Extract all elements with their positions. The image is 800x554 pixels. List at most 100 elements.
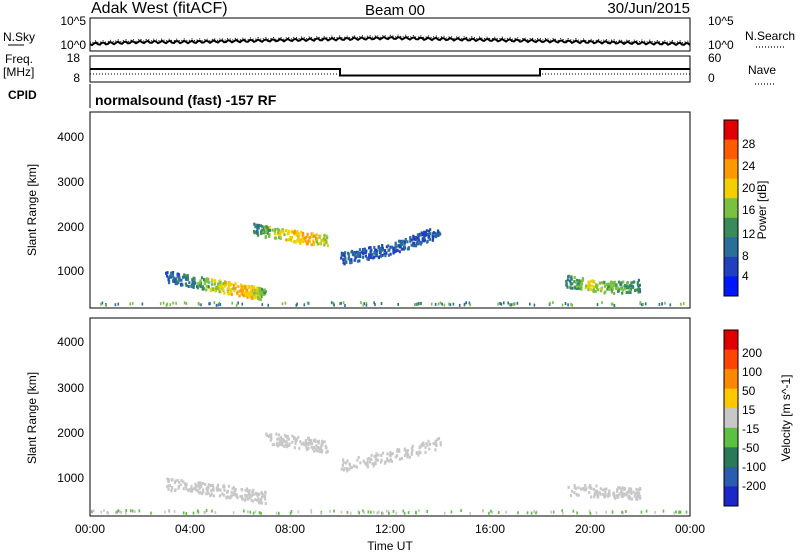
ground-echo [217, 303, 220, 307]
ground-echo [173, 509, 176, 513]
echo-point [260, 501, 264, 505]
echo-point [245, 494, 248, 498]
echo-point [435, 235, 438, 239]
echo-point [203, 282, 206, 286]
echo-point [300, 238, 303, 242]
echo-point [219, 279, 222, 283]
echo-point [569, 286, 572, 290]
echo-point [251, 491, 254, 495]
echo-point [613, 284, 616, 288]
echo-point [263, 291, 266, 295]
echo-point [432, 231, 435, 235]
echo-point [201, 285, 204, 289]
ground-echo [437, 302, 440, 306]
vel-cbar-tick-100: 100 [742, 365, 762, 379]
echo-point [570, 277, 573, 281]
echo-point [370, 453, 373, 457]
echo-point [403, 240, 407, 244]
echo-point [620, 281, 623, 285]
echo-point [258, 492, 261, 496]
echo-point [233, 491, 236, 495]
echo-point [432, 235, 435, 239]
echo-point [340, 467, 343, 471]
echo-point [621, 491, 624, 495]
echo-point [313, 449, 316, 453]
ground-echo [289, 511, 292, 515]
echo-point [306, 442, 309, 445]
echo-point [392, 247, 395, 251]
ground-echo [373, 301, 375, 305]
colorbar-segment [724, 388, 738, 409]
echo-point [593, 495, 596, 499]
echo-point [565, 282, 568, 286]
echo-point [305, 441, 308, 445]
ground-echo [185, 512, 188, 515]
ground-echo [662, 509, 665, 513]
echo-point [250, 285, 253, 289]
echo-point [280, 438, 284, 441]
echo-point [349, 258, 352, 262]
echo-point [353, 251, 356, 255]
echo-point [170, 271, 173, 275]
ground-echo [491, 510, 494, 514]
ground-echo [363, 302, 365, 306]
echo-point [310, 445, 313, 449]
echo-point [608, 489, 611, 493]
echo-point [341, 252, 345, 255]
ground-echo [182, 511, 185, 515]
echo-point [583, 488, 586, 492]
power-cbar-title: Power [dB] [755, 181, 769, 240]
echo-point [205, 277, 208, 281]
echo-point [414, 244, 417, 248]
ground-echo [517, 511, 519, 515]
power-ytick-3000: 3000 [57, 175, 84, 189]
echo-point [184, 282, 187, 286]
echo-point [257, 497, 260, 501]
ground-echo [267, 303, 270, 307]
echo-point [412, 237, 415, 241]
ground-echo [507, 301, 509, 305]
echo-point [364, 461, 367, 465]
echo-point [254, 296, 257, 300]
echo-point [286, 232, 289, 236]
echo-point [177, 278, 180, 282]
echo-point [203, 279, 206, 283]
echo-point [199, 281, 203, 285]
echo-point [596, 492, 599, 496]
ground-echo [392, 509, 395, 513]
ground-echo [333, 509, 335, 513]
ground-echo [115, 511, 117, 515]
echo-point [257, 492, 260, 496]
echo-point [569, 282, 572, 286]
ground-echo [622, 511, 624, 515]
echo-point [277, 433, 281, 437]
echo-point [588, 485, 591, 489]
echo-point [421, 444, 424, 448]
echo-point [585, 486, 588, 490]
echo-point [276, 437, 279, 441]
ground-echo [232, 511, 235, 515]
echo-point [218, 290, 221, 294]
echo-point [251, 297, 254, 300]
velocity-cbar-title: Velocity [m s^-1] [779, 375, 793, 462]
echo-point [234, 286, 237, 290]
echo-point [613, 292, 616, 295]
ground-echo [303, 303, 306, 307]
ground-echo [403, 511, 406, 515]
echo-point [293, 436, 296, 440]
echo-point [198, 281, 201, 285]
ground-echo [231, 301, 233, 305]
echo-point [301, 231, 305, 235]
echo-point [611, 281, 614, 285]
echo-point [206, 280, 209, 284]
echo-point [582, 486, 585, 490]
echo-point [253, 292, 256, 295]
echo-point [239, 495, 242, 498]
echo-point [603, 487, 607, 491]
echo-point [419, 233, 422, 237]
echo-point [172, 278, 175, 282]
ground-echo [342, 301, 345, 305]
echo-point [256, 229, 259, 233]
echo-point [432, 442, 435, 446]
echo-point [173, 276, 176, 280]
